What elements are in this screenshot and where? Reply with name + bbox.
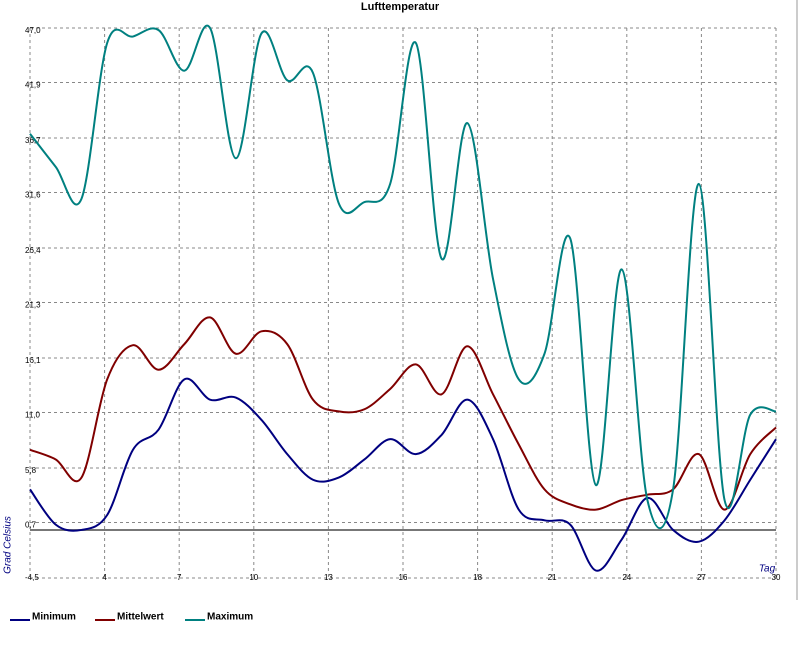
x-tick-label: 21: [548, 573, 557, 582]
y-tick-label: 5,8: [25, 466, 37, 475]
y-tick-label: 11,0: [25, 411, 41, 420]
y-tick-label: 36,7: [25, 136, 41, 145]
x-tick-label: 10: [249, 573, 258, 582]
y-axis-label: Grad Celsius: [3, 516, 14, 574]
legend-label: Maximum: [207, 612, 253, 623]
x-tick-label: 30: [772, 573, 781, 582]
x-axis-label: Tag: [759, 564, 776, 575]
y-tick-label: -4,5: [25, 573, 39, 582]
series-line: [29, 316, 777, 511]
series-line: [29, 377, 777, 572]
x-tick-label: 18: [473, 573, 482, 582]
y-tick-label: 47,0: [25, 26, 41, 35]
legend-label: Minimum: [32, 612, 76, 623]
y-tick-label: 31,6: [25, 191, 41, 200]
x-tick-label: 4: [102, 573, 107, 582]
y-tick-label: 41,9: [25, 81, 41, 90]
x-tick-label: 16: [399, 573, 408, 582]
series-line: [29, 24, 777, 530]
y-tick-label: 21,3: [25, 301, 41, 310]
legend-label: Mittelwert: [117, 612, 164, 623]
y-tick-label: 0,7: [25, 521, 37, 530]
y-tick-label: 26,4: [25, 246, 41, 255]
x-tick-label: 27: [697, 573, 706, 582]
chart-title: Lufttemperatur: [361, 1, 440, 13]
x-tick-label: 24: [622, 573, 631, 582]
x-tick-label: 13: [324, 573, 333, 582]
y-tick-label: 16,1: [25, 356, 41, 365]
x-tick-label: 7: [177, 573, 182, 582]
